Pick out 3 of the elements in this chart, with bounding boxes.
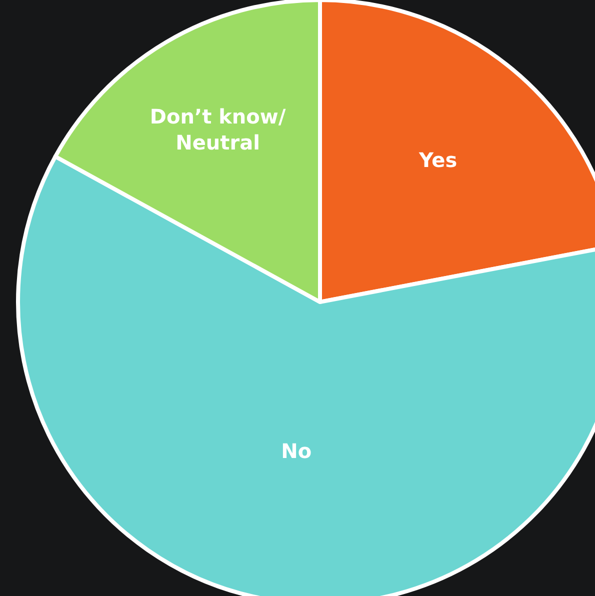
slice-label: Don’t know/ Neutral: [150, 104, 286, 155]
slice-label: No: [281, 439, 312, 464]
slice-label: Yes: [418, 148, 458, 172]
